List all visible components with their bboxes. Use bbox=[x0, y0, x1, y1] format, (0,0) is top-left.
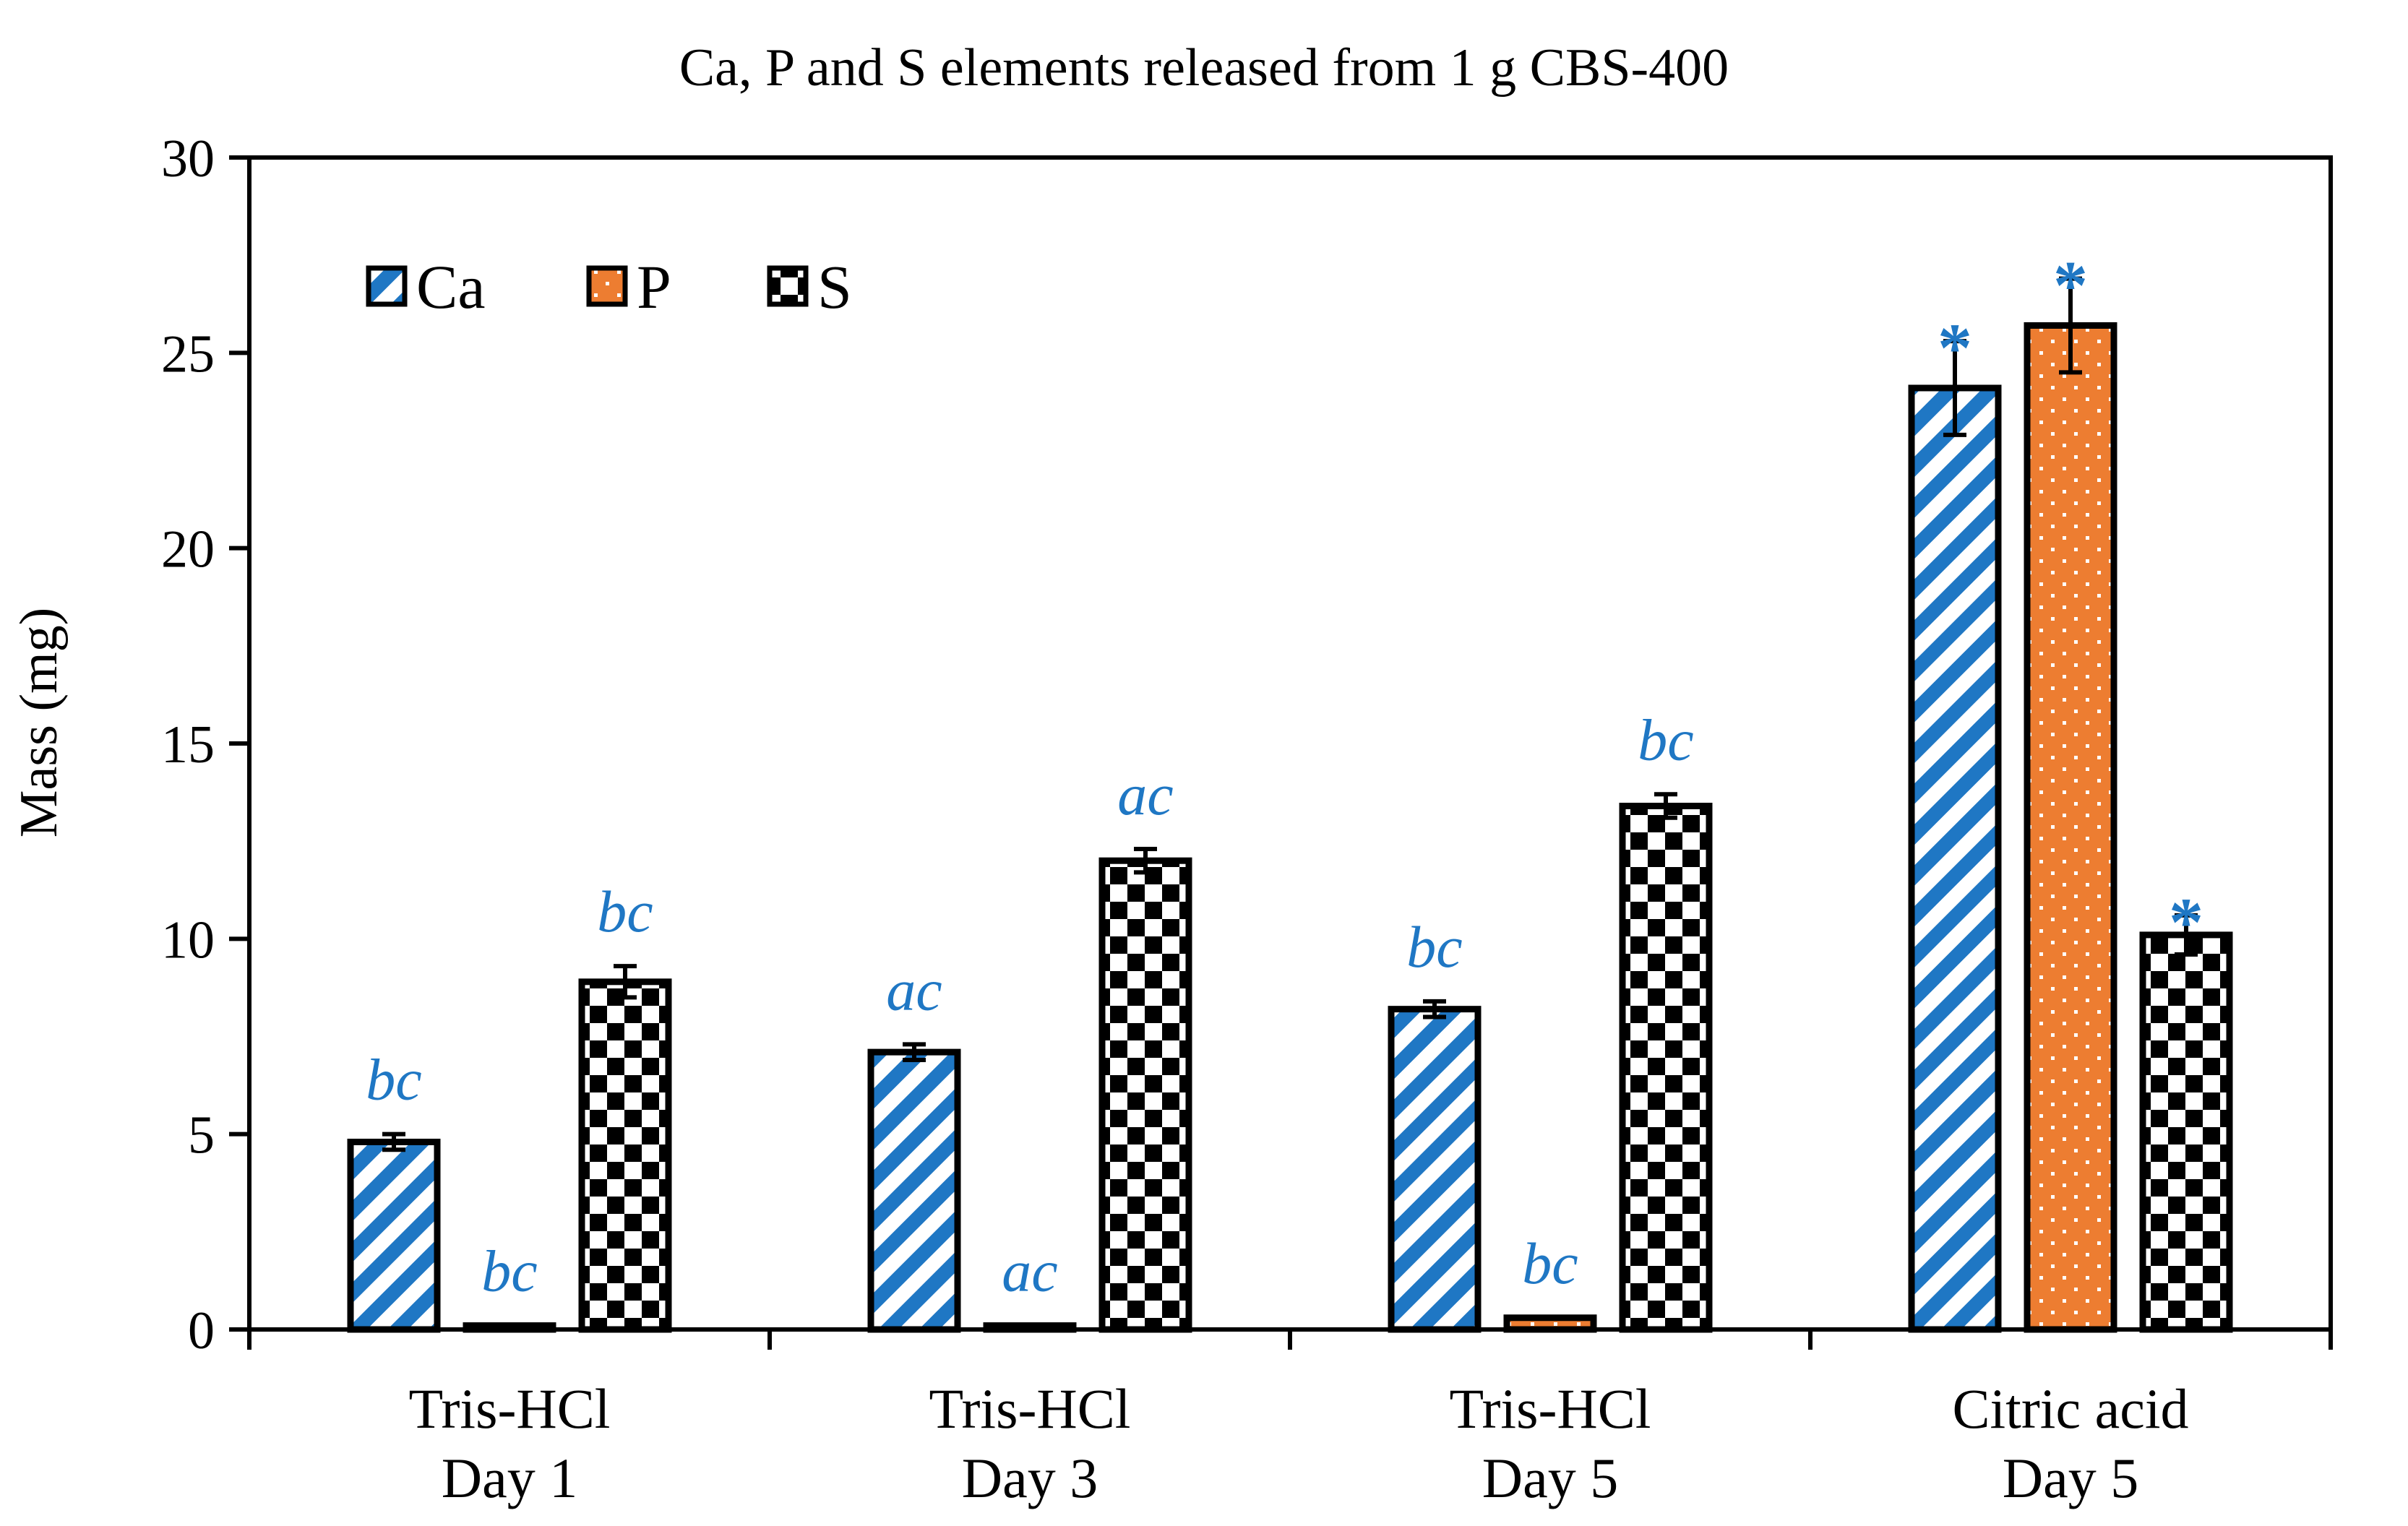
legend-swatch-s bbox=[767, 265, 809, 307]
bar-s bbox=[1098, 857, 1192, 1333]
significance-label: bc bbox=[366, 1047, 421, 1113]
legend-label-s: S bbox=[817, 252, 852, 322]
significance-label: * bbox=[2053, 247, 2088, 324]
y-tick-label: 20 bbox=[161, 520, 215, 579]
x-category-label: Tris-HCl bbox=[929, 1377, 1131, 1440]
x-category-label: Day 5 bbox=[1482, 1447, 1618, 1509]
y-tick-label: 25 bbox=[161, 324, 215, 384]
significance-label: bc bbox=[1406, 914, 1462, 980]
bar-s bbox=[1619, 803, 1713, 1333]
x-category-label: Tris-HCl bbox=[409, 1377, 611, 1440]
significance-label: bc bbox=[1638, 707, 1693, 772]
bar-ca bbox=[1388, 1006, 1482, 1333]
significance-label: * bbox=[1938, 309, 1972, 387]
legend: Ca P S bbox=[366, 252, 852, 322]
y-tick-label: 15 bbox=[161, 715, 215, 775]
bar-ca bbox=[1908, 384, 2002, 1333]
significance-label: ac bbox=[1002, 1238, 1057, 1304]
significance-label: bc bbox=[481, 1238, 537, 1304]
legend-swatch-p bbox=[586, 265, 628, 307]
x-category-label: Day 5 bbox=[2003, 1447, 2138, 1509]
y-tick-label: 0 bbox=[188, 1301, 215, 1361]
y-tick-label: 5 bbox=[188, 1106, 215, 1165]
y-axis-label: Mass (mg) bbox=[9, 608, 69, 838]
bar-p bbox=[2024, 322, 2117, 1333]
plot-area: bc bc bc ac ac ac bc bc bc * * * bbox=[347, 247, 2233, 1333]
y-tick-label: 10 bbox=[161, 910, 215, 970]
significance-label: * bbox=[2169, 884, 2203, 961]
chart-title: Ca, P and S elements released from 1 g C… bbox=[679, 38, 1729, 98]
legend-swatch-ca bbox=[366, 265, 408, 307]
significance-label: bc bbox=[1522, 1230, 1578, 1296]
bar-ca bbox=[867, 1048, 961, 1333]
significance-label: bc bbox=[597, 879, 653, 944]
x-category-label: Tris-HCl bbox=[1450, 1377, 1651, 1440]
significance-label: ac bbox=[1117, 762, 1173, 827]
bar-s bbox=[2139, 931, 2233, 1333]
legend-label-ca: Ca bbox=[416, 252, 486, 322]
y-tick-label: 30 bbox=[161, 129, 215, 189]
significance-label: ac bbox=[886, 957, 942, 1022]
plot-frame bbox=[247, 155, 2333, 1332]
x-category-label: Day 1 bbox=[442, 1447, 577, 1509]
legend-label-p: P bbox=[637, 252, 671, 322]
x-category-label: Day 3 bbox=[962, 1447, 1098, 1509]
bar-s bbox=[578, 978, 672, 1333]
x-category-label: Citric acid bbox=[1952, 1377, 2188, 1440]
bar-ca bbox=[347, 1138, 441, 1333]
